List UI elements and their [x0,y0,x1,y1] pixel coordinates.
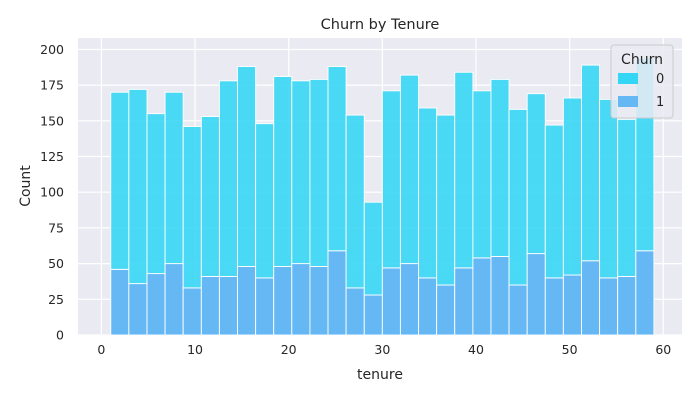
bar-churn-1 [345,287,365,336]
bar-churn-0 [436,114,456,286]
bar-churn-0 [562,97,582,276]
bar-churn-0 [291,80,311,265]
bar-churn-0 [327,66,347,252]
bar-churn-1 [182,287,202,336]
bar-churn-0 [472,90,492,259]
bar-churn-1 [599,277,619,336]
bar-churn-0 [128,88,148,285]
bar-churn-1 [399,263,420,336]
bar-churn-1 [237,266,257,336]
bar-churn-1 [291,263,311,336]
y-tick-label: 125 [40,149,64,164]
y-tick-label: 100 [40,185,64,200]
x-axis-title: tenure [357,367,403,383]
bar-churn-0 [418,107,438,279]
legend-label-0: 0 [656,72,664,87]
bar-churn-0 [581,64,601,262]
bar-churn-0 [526,93,546,255]
bar-churn-1 [472,257,492,336]
bar-churn-0 [110,91,130,270]
bar-churn-1 [635,250,655,336]
bar-churn-0 [182,126,202,289]
y-tick-labels: 0 25 50 75 100 125 150 175 200 [40,42,64,343]
y-tick-label: 50 [48,256,64,271]
y-tick-label: 175 [40,78,64,93]
bar-churn-1 [110,268,130,336]
bar-churn-0 [599,98,619,279]
bar-churn-0 [363,201,383,296]
y-tick-label: 150 [40,113,64,128]
bar-churn-1 [218,276,238,336]
x-tick-labels: 0 10 20 30 40 50 60 [97,342,671,357]
y-tick-label: 200 [40,42,64,57]
y-tick-label: 0 [56,328,64,343]
bar-churn-0 [617,118,637,277]
bar-churn-0 [490,78,510,257]
bar-churn-0 [381,90,401,269]
bar-churn-1 [164,263,184,336]
bar-churn-0 [218,80,238,277]
bar-churn-1 [562,274,582,336]
bar-churn-1 [454,267,474,336]
bar-churn-1 [381,267,401,336]
bar-churn-1 [309,266,329,336]
legend-label-1: 1 [656,95,664,110]
bar-churn-1 [418,277,438,336]
x-tick-label: 50 [562,342,578,357]
bar-churn-1 [255,277,275,336]
bar-churn-1 [617,276,637,336]
bar-churn-1 [327,250,347,336]
y-tick-label: 25 [48,292,64,307]
x-tick-label: 60 [655,342,671,357]
bar-churn-1 [146,273,166,336]
legend: Churn 0 1 [610,44,674,119]
bar-churn-1 [490,256,510,336]
bar-churn-0 [544,124,564,279]
legend-swatch-1 [618,96,638,107]
x-tick-label: 0 [97,342,105,357]
bar-churn-0 [309,78,329,267]
bar-churn-1 [436,284,456,336]
x-tick-label: 40 [468,342,484,357]
bars [110,57,655,336]
bar-churn-0 [399,74,420,265]
bar-churn-0 [200,116,220,277]
y-axis-title: Count [18,165,34,207]
x-tick-label: 30 [374,342,390,357]
chart-title: Churn by Tenure [321,17,440,33]
bar-churn-0 [345,114,365,289]
bar-churn-0 [255,123,275,279]
bar-churn-1 [128,283,148,336]
legend-title: Churn [621,52,663,68]
bar-churn-1 [200,276,220,336]
bar-churn-0 [508,108,528,286]
y-tick-label: 75 [48,220,64,235]
bar-churn-1 [508,284,528,336]
legend-swatch-0 [618,73,638,84]
bar-churn-0 [146,113,166,275]
bar-churn-1 [581,260,601,336]
bar-churn-0 [454,71,474,269]
x-tick-label: 20 [281,342,297,357]
bar-churn-0 [164,91,184,265]
bar-churn-0 [273,76,293,267]
bar-churn-1 [526,253,546,336]
bar-churn-1 [273,266,293,336]
bar-churn-1 [363,294,383,336]
x-tick-label: 10 [187,342,203,357]
bar-churn-1 [544,277,564,336]
bar-churn-0 [237,66,257,267]
